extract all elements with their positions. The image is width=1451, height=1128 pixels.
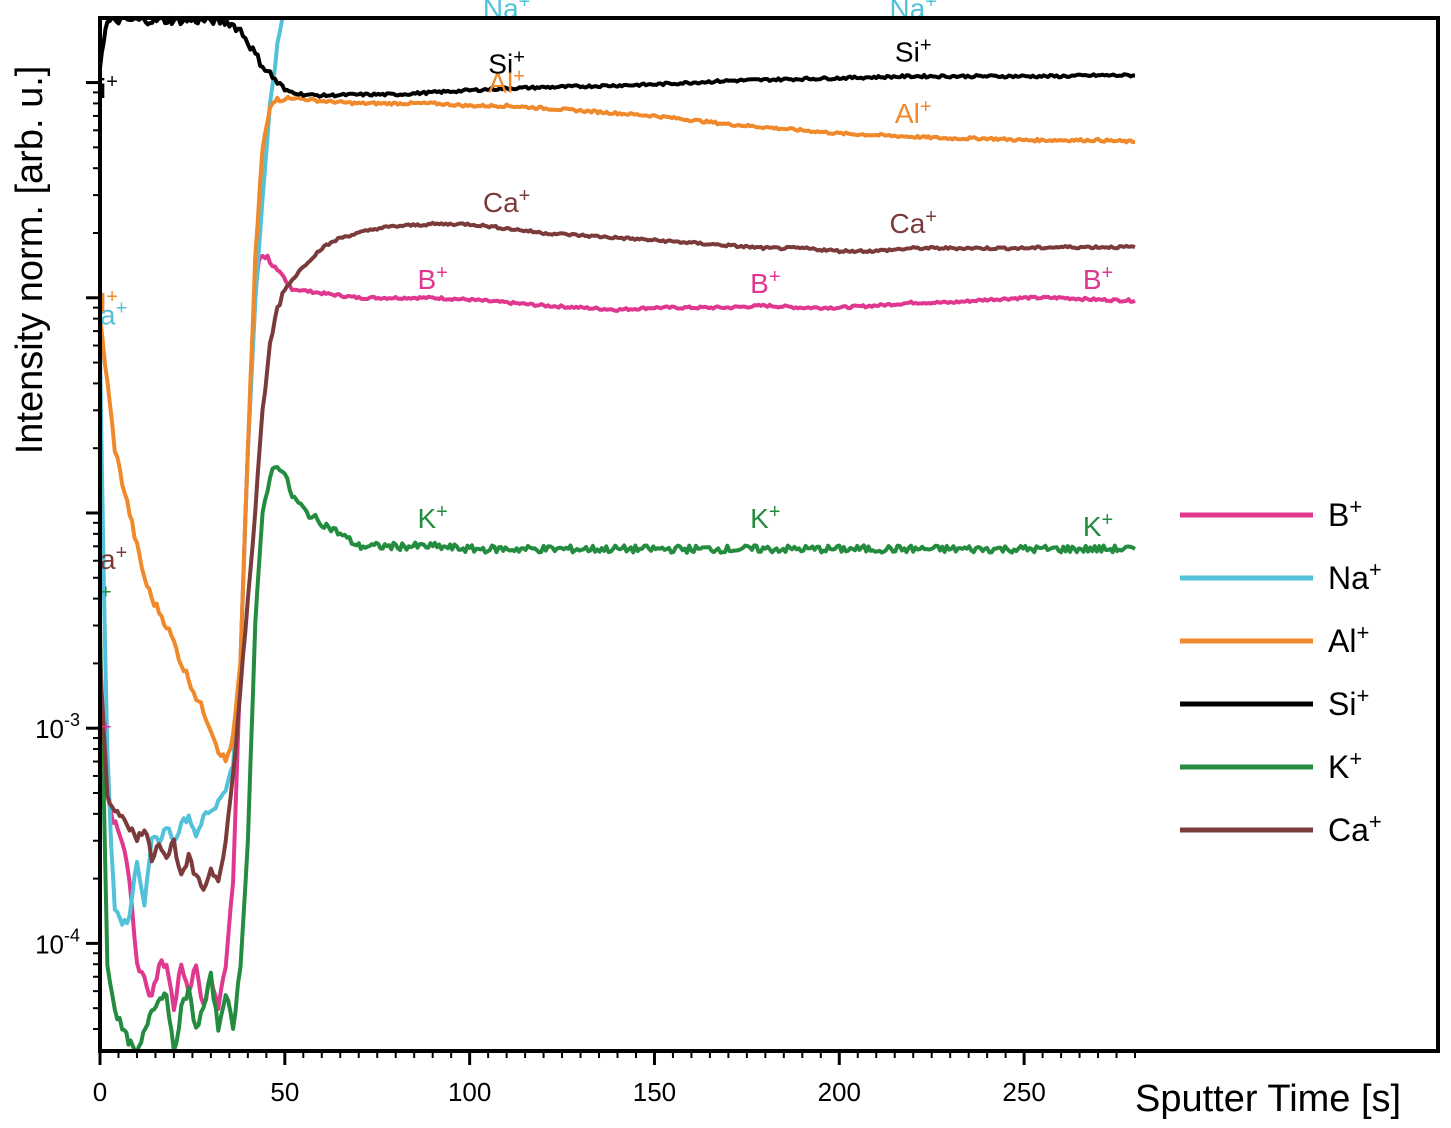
legend: B+Na+Al+Si+K+Ca+ — [1180, 494, 1382, 848]
x-tick-label: 200 — [818, 1077, 861, 1107]
edge-label-k: + — [100, 581, 112, 603]
series-line-ca — [98, 220, 1136, 892]
series-line-k — [98, 465, 1137, 1053]
series-line-si — [98, 16, 1136, 99]
y-axis-title: Intensity norm. [arb. u.] — [9, 66, 51, 455]
x-tick-label: 50 — [270, 1077, 299, 1107]
x-axis-title: Sputter Time [s] — [1135, 1078, 1401, 1120]
edge-label-b: + — [100, 716, 112, 738]
series-line-al — [98, 94, 1136, 764]
x-tick-label: 250 — [1002, 1077, 1045, 1107]
series-annotation-k: K+ — [750, 501, 780, 534]
y-tick-label: 10-3 — [35, 710, 80, 744]
x-tick-label: 100 — [448, 1077, 491, 1107]
series-line-b — [98, 253, 1136, 1013]
series-annotation-al: Al+ — [488, 65, 525, 98]
x-tick-label: 150 — [633, 1077, 676, 1107]
x-tick-label: 0 — [93, 1077, 107, 1107]
